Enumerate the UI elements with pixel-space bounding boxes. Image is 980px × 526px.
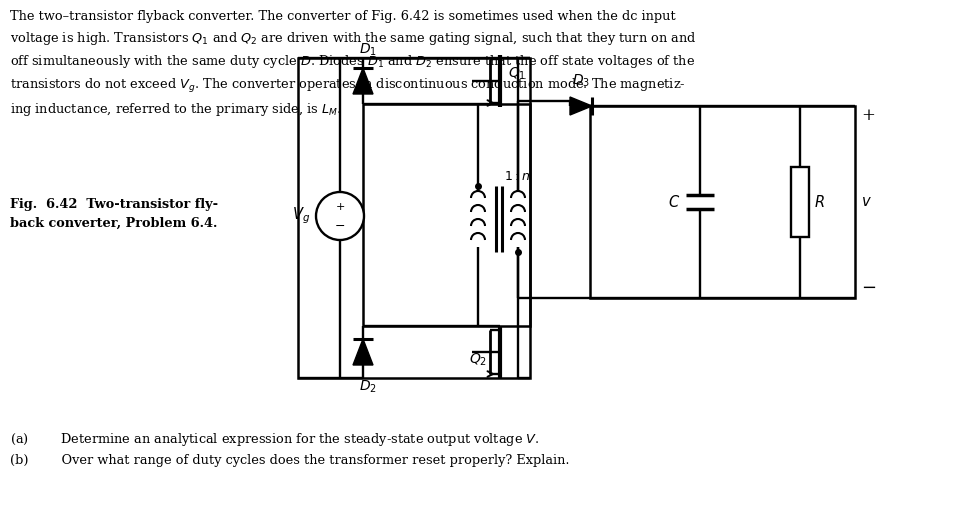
Bar bbox=[791, 167, 809, 237]
Bar bbox=[590, 106, 855, 298]
Text: (a)        Determine an analytical expression for the steady-state output voltag: (a) Determine an analytical expression f… bbox=[10, 431, 539, 448]
Text: $C$: $C$ bbox=[667, 194, 680, 210]
Text: $R$: $R$ bbox=[814, 194, 825, 210]
Text: $D_2$: $D_2$ bbox=[359, 379, 377, 396]
Text: $Q_2$: $Q_2$ bbox=[469, 351, 487, 368]
Polygon shape bbox=[570, 97, 592, 115]
Bar bbox=[298, 58, 530, 378]
Circle shape bbox=[316, 192, 364, 240]
Text: (b)        Over what range of duty cycles does the transformer reset properly? E: (b) Over what range of duty cycles does … bbox=[10, 454, 569, 467]
Text: Fig.  6.42  Two-transistor fly-
back converter, Problem 6.4.: Fig. 6.42 Two-transistor fly- back conve… bbox=[10, 198, 219, 230]
Text: −: − bbox=[861, 279, 876, 297]
Text: −: − bbox=[335, 219, 345, 232]
Text: $Q_1$: $Q_1$ bbox=[508, 66, 526, 83]
Text: $D_1$: $D_1$ bbox=[359, 42, 377, 58]
Text: The two–transistor flyback converter. The converter of Fig. 6.42 is sometimes us: The two–transistor flyback converter. Th… bbox=[10, 10, 697, 118]
Text: +: + bbox=[335, 202, 345, 212]
Text: $V_g$: $V_g$ bbox=[292, 206, 310, 226]
Polygon shape bbox=[353, 339, 373, 365]
Bar bbox=[363, 104, 530, 326]
Text: $D_3$: $D_3$ bbox=[572, 73, 590, 89]
Text: +: + bbox=[861, 107, 875, 125]
Text: $1 : n$: $1 : n$ bbox=[504, 170, 530, 184]
Text: $v$: $v$ bbox=[861, 195, 872, 209]
Polygon shape bbox=[353, 68, 373, 94]
